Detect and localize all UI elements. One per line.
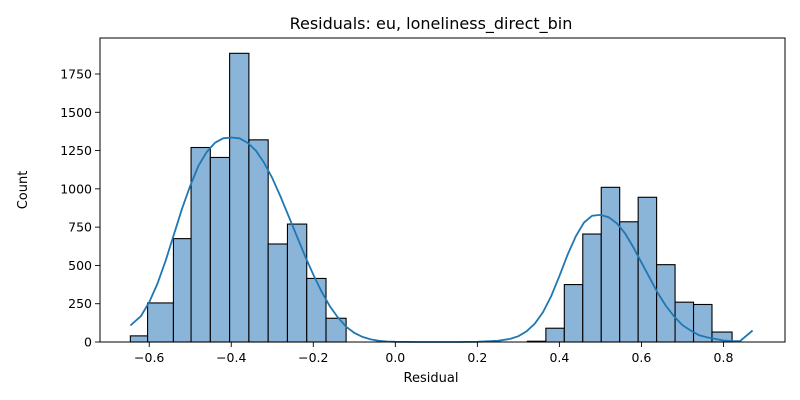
y-tick-label: 1750 [60, 66, 92, 81]
histogram-bar-0 [129, 335, 149, 343]
y-tick-label: 0 [84, 335, 92, 350]
chart-title: Residuals: eu, loneliness_direct_bin [290, 14, 573, 34]
histogram-bar-5 [229, 52, 250, 343]
y-axis-label: Count [16, 171, 31, 210]
x-tick-label: −0.2 [298, 350, 328, 365]
histogram-bar-8 [286, 223, 308, 343]
y-axis-ticks: 0 250 500 750 1000 1250 1500 1750 [60, 66, 100, 350]
y-tick-label: 500 [68, 258, 92, 273]
histogram-bar-18 [656, 264, 676, 343]
y-tick-label: 1500 [60, 105, 92, 120]
x-tick-label: −0.4 [216, 350, 246, 365]
x-tick-label: 0.2 [467, 350, 487, 365]
histogram-bar-19 [674, 301, 695, 343]
histogram-bar-10 [325, 317, 347, 343]
histogram-bar-14 [582, 233, 602, 343]
x-axis-label: Residual [404, 371, 459, 386]
histogram-bar-17 [637, 196, 658, 343]
x-tick-label: −0.6 [134, 350, 164, 365]
histogram-bar-9 [306, 277, 327, 343]
x-tick-label: 0.4 [549, 350, 569, 365]
x-tick-label: 0.8 [714, 350, 734, 365]
histogram-bar-2 [172, 238, 192, 343]
histogram-bar-13 [563, 284, 584, 343]
x-tick-label: 0.0 [385, 350, 405, 365]
histogram-bar-4 [209, 156, 231, 343]
histogram-bar-12 [545, 327, 565, 343]
histogram-bar-7 [267, 243, 289, 343]
x-axis-ticks: −0.6 −0.4 −0.2 0.0 0.2 0.4 0.6 0.8 [134, 342, 733, 365]
x-tick-label: 0.6 [631, 350, 651, 365]
plot-frame [99, 37, 786, 343]
y-tick-label: 750 [68, 220, 92, 235]
histogram-bar-15 [600, 186, 621, 343]
y-tick-label: 1000 [60, 181, 92, 196]
y-tick-label: 250 [68, 296, 92, 311]
histogram-bar-1 [147, 302, 174, 343]
y-tick-label: 1250 [60, 143, 92, 158]
histogram-bar-6 [248, 139, 269, 343]
histogram-bars [129, 52, 733, 343]
